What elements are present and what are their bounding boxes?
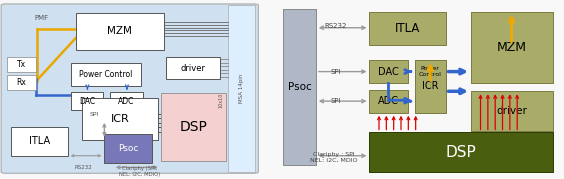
Text: driver: driver — [496, 106, 527, 116]
Bar — [369, 12, 446, 45]
Bar — [283, 9, 316, 165]
Text: driver: driver — [180, 64, 206, 72]
Bar — [104, 134, 152, 163]
Bar — [110, 92, 143, 110]
Bar — [369, 132, 553, 172]
Text: DSP: DSP — [446, 145, 477, 160]
Bar — [76, 13, 164, 50]
Text: MSA 14pin: MSA 14pin — [240, 74, 244, 103]
Text: ADC: ADC — [378, 96, 399, 106]
Bar — [471, 12, 553, 83]
Text: Clariphy : SPI
NEL: I2C, MDIO: Clariphy : SPI NEL: I2C, MDIO — [310, 152, 358, 163]
Bar — [7, 57, 36, 72]
Bar — [161, 93, 226, 161]
Bar — [82, 98, 158, 140]
Text: ICR: ICR — [422, 81, 438, 91]
Text: Clariphy (SPI,
NEL: I2C, MDIO): Clariphy (SPI, NEL: I2C, MDIO) — [119, 166, 161, 177]
Bar — [166, 57, 220, 79]
Text: Rx: Rx — [16, 78, 27, 87]
Text: ICR: ICR — [111, 114, 129, 124]
Bar — [7, 75, 36, 90]
Text: SPI: SPI — [331, 69, 341, 75]
FancyBboxPatch shape — [1, 4, 258, 173]
Bar — [228, 5, 255, 172]
Text: ITLA: ITLA — [395, 22, 420, 35]
Bar — [415, 60, 446, 113]
Text: Power
Control: Power Control — [418, 66, 442, 77]
Text: Power Control: Power Control — [79, 70, 133, 79]
Text: ADC: ADC — [118, 97, 135, 106]
Text: DAC: DAC — [79, 97, 95, 106]
Text: PMF: PMF — [34, 15, 49, 21]
Bar — [11, 127, 68, 156]
Text: SPI: SPI — [331, 98, 341, 104]
Bar — [369, 90, 408, 113]
Text: MZM: MZM — [497, 41, 527, 54]
Text: DAC: DAC — [378, 67, 399, 77]
Bar — [70, 63, 141, 86]
Text: MZM: MZM — [107, 26, 133, 36]
Text: 10x10: 10x10 — [219, 93, 223, 108]
Text: Psoc: Psoc — [118, 144, 139, 153]
Bar — [471, 91, 553, 131]
Text: RS232: RS232 — [74, 165, 92, 170]
Text: DSP: DSP — [179, 120, 207, 134]
Text: SPI: SPI — [90, 112, 99, 117]
Bar — [70, 92, 103, 110]
Bar — [369, 60, 408, 83]
Bar — [415, 60, 446, 83]
Text: ITLA: ITLA — [29, 136, 50, 146]
Text: RS232: RS232 — [324, 23, 347, 29]
Text: Psoc: Psoc — [288, 82, 311, 92]
Text: Tx: Tx — [17, 60, 26, 69]
